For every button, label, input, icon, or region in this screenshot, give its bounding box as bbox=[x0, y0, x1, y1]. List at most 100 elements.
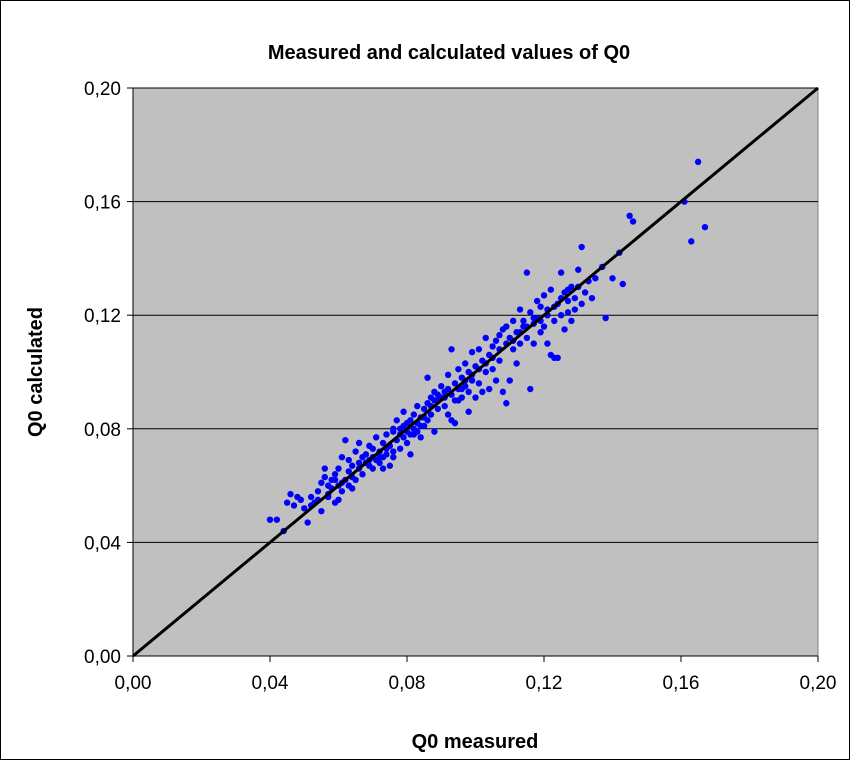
data-point bbox=[688, 238, 695, 245]
data-point bbox=[438, 383, 445, 390]
data-point bbox=[386, 462, 394, 469]
data-point bbox=[444, 411, 452, 418]
data-point bbox=[602, 314, 609, 322]
x-axis-ticks: 0,00 0,04 0,08 0,12 0,16 0,20 bbox=[115, 656, 837, 694]
data-point bbox=[537, 329, 544, 336]
data-point bbox=[496, 357, 503, 364]
data-point bbox=[578, 300, 585, 308]
data-point bbox=[564, 309, 572, 316]
data-points bbox=[266, 158, 709, 535]
data-point bbox=[349, 462, 356, 469]
data-point bbox=[400, 434, 407, 441]
y-tick-label-0: 0,00 bbox=[84, 647, 121, 668]
data-point bbox=[486, 385, 493, 393]
data-point bbox=[472, 394, 479, 401]
data-point bbox=[475, 346, 483, 353]
data-point bbox=[523, 334, 531, 342]
data-point bbox=[335, 465, 342, 472]
data-point bbox=[352, 448, 359, 455]
data-point bbox=[629, 218, 637, 225]
data-point bbox=[499, 388, 507, 396]
data-point bbox=[451, 397, 459, 404]
data-point bbox=[331, 471, 339, 478]
data-point bbox=[376, 459, 383, 467]
data-point bbox=[318, 479, 325, 486]
data-point bbox=[431, 428, 438, 435]
x-axis-title: Q0 measured bbox=[412, 731, 539, 753]
data-point bbox=[530, 314, 537, 322]
data-point bbox=[307, 493, 315, 501]
data-point bbox=[489, 365, 496, 373]
data-point bbox=[547, 286, 555, 293]
data-point bbox=[451, 419, 459, 427]
data-point bbox=[434, 391, 442, 398]
data-point bbox=[410, 411, 418, 418]
data-point bbox=[575, 266, 582, 273]
data-point bbox=[400, 408, 407, 415]
data-point bbox=[496, 331, 503, 339]
data-point bbox=[516, 340, 524, 347]
x-tick-label-4: 0,16 bbox=[663, 673, 700, 694]
data-point bbox=[441, 402, 448, 410]
data-point bbox=[335, 496, 342, 503]
data-point bbox=[551, 317, 558, 325]
data-point bbox=[465, 388, 472, 396]
data-point bbox=[325, 482, 332, 489]
data-point bbox=[571, 294, 579, 302]
data-point bbox=[424, 374, 431, 381]
axes bbox=[132, 88, 818, 657]
data-point bbox=[451, 380, 459, 387]
data-point bbox=[355, 439, 363, 447]
data-point bbox=[503, 323, 510, 330]
y-tick-label-2: 0,08 bbox=[84, 420, 121, 441]
x-tick-label-5: 0,20 bbox=[800, 673, 837, 694]
data-point bbox=[297, 496, 305, 503]
data-point bbox=[609, 275, 616, 282]
data-point bbox=[506, 377, 513, 384]
data-point bbox=[475, 380, 483, 387]
data-point bbox=[273, 516, 281, 523]
data-point bbox=[564, 297, 572, 305]
data-point bbox=[523, 269, 531, 276]
y-tick-label-5: 0,20 bbox=[84, 79, 121, 100]
data-point bbox=[379, 439, 387, 447]
y-axis-title: Q0 calculated bbox=[25, 307, 47, 437]
y-tick-label-3: 0,12 bbox=[84, 306, 121, 327]
data-point bbox=[468, 348, 476, 356]
data-point bbox=[314, 488, 322, 495]
data-point bbox=[578, 243, 585, 251]
data-point bbox=[557, 312, 565, 319]
data-point bbox=[383, 431, 390, 438]
data-point bbox=[540, 323, 548, 330]
data-point bbox=[527, 309, 534, 316]
x-tick-label-0: 0,00 bbox=[115, 673, 152, 694]
data-point bbox=[468, 377, 476, 384]
data-point bbox=[338, 454, 346, 461]
data-point bbox=[592, 275, 599, 282]
data-point bbox=[345, 468, 352, 475]
data-point bbox=[331, 476, 339, 484]
data-point bbox=[414, 402, 421, 410]
data-point bbox=[390, 448, 397, 455]
data-point bbox=[568, 283, 575, 290]
data-point bbox=[537, 303, 544, 310]
data-point bbox=[482, 334, 489, 342]
data-point bbox=[492, 377, 500, 384]
data-point bbox=[266, 516, 274, 523]
data-point bbox=[530, 340, 537, 347]
y-tick-label-4: 0,16 bbox=[84, 193, 121, 214]
reference-line bbox=[132, 86, 819, 658]
data-point bbox=[458, 385, 465, 393]
data-point bbox=[427, 411, 435, 418]
data-point bbox=[417, 422, 424, 430]
data-point bbox=[369, 445, 376, 452]
data-point bbox=[290, 502, 298, 509]
data-point bbox=[503, 400, 510, 407]
data-point bbox=[359, 471, 366, 478]
data-point bbox=[359, 454, 366, 461]
data-point bbox=[424, 417, 431, 424]
data-point bbox=[390, 428, 397, 435]
data-point bbox=[482, 368, 489, 376]
